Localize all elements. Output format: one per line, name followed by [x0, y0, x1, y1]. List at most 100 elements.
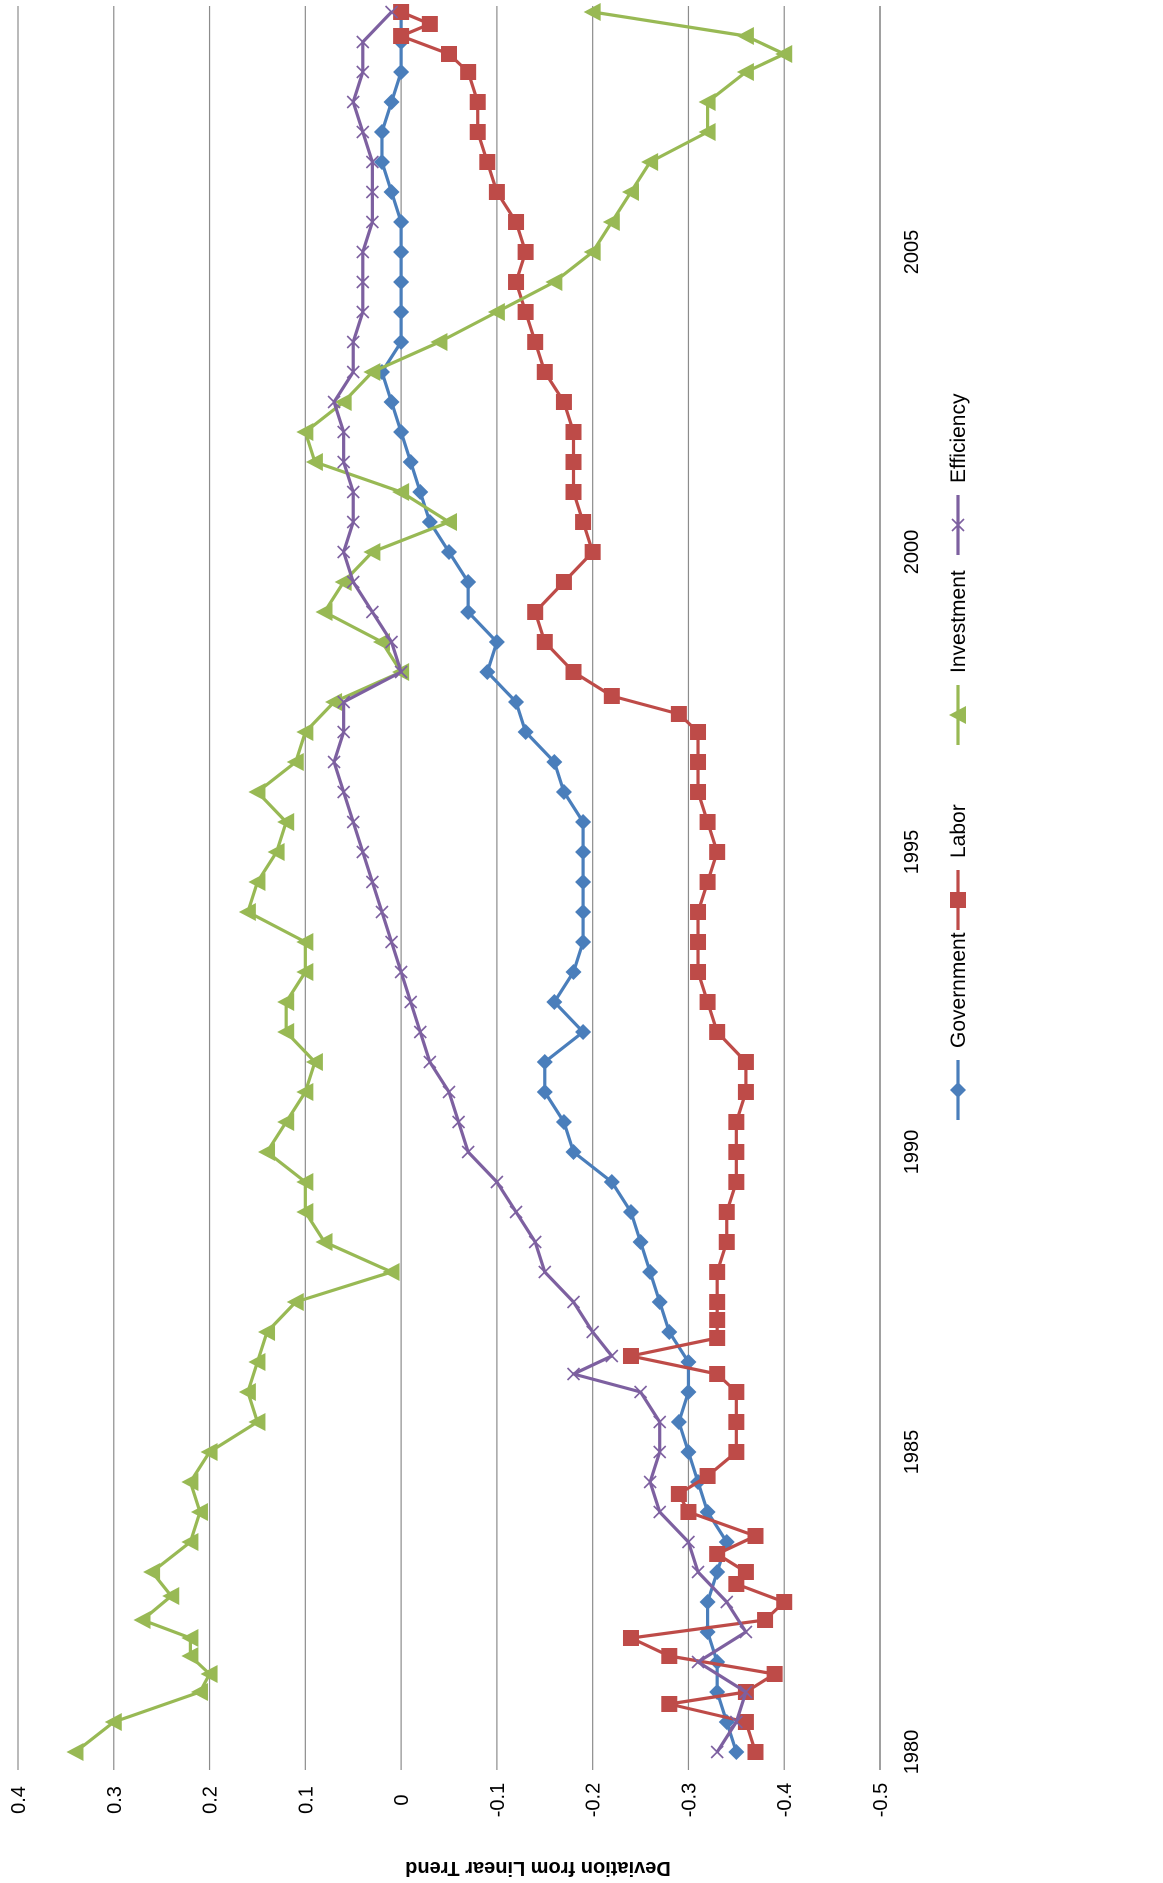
data-point-stroke: [346, 365, 360, 379]
data-point: [200, 1665, 218, 1683]
data-point: [267, 843, 285, 861]
data-point: [337, 455, 351, 469]
y-tick-label: -0.4: [774, 1783, 796, 1817]
data-point: [951, 518, 965, 532]
data-point: [337, 725, 351, 739]
data-point-stroke: [566, 1295, 581, 1309]
data-point-stroke: [653, 1445, 667, 1459]
data-point: [680, 1504, 697, 1520]
data-point: [337, 545, 351, 559]
data-point: [555, 394, 572, 410]
legend: Government Labor Investment Efficiency: [947, 393, 970, 1120]
data-point: [296, 1203, 314, 1221]
data-point: [200, 1443, 218, 1461]
data-point: [356, 305, 370, 319]
data-point: [621, 183, 639, 201]
legend-label: Labor: [947, 804, 970, 858]
data-point: [277, 1113, 295, 1131]
data-point: [277, 813, 295, 831]
data-point: [277, 993, 295, 1011]
data-point: [334, 573, 352, 591]
data-point: [555, 1114, 572, 1130]
data-point-stroke: [356, 65, 370, 79]
data-point: [104, 1713, 122, 1731]
data-point: [737, 1714, 754, 1730]
data-point-stroke: [643, 1475, 657, 1489]
data-point: [536, 1054, 553, 1070]
data-point-stroke: [337, 785, 351, 799]
data-point: [238, 903, 256, 921]
data-point: [566, 1295, 581, 1309]
data-point: [509, 1205, 523, 1219]
data-point: [728, 1414, 745, 1430]
data-point: [356, 245, 370, 259]
y-tick-label: -0.3: [678, 1783, 700, 1817]
data-point: [575, 844, 592, 860]
data-point: [527, 604, 544, 620]
data-point: [383, 94, 400, 110]
data-point: [709, 1330, 726, 1346]
legend-label: Investment: [947, 570, 970, 673]
data-point-stroke: [346, 335, 360, 349]
data-point: [709, 1312, 726, 1328]
data-point-stroke: [356, 305, 370, 319]
data-point: [373, 124, 390, 140]
data-point: [583, 243, 601, 261]
data-point: [737, 1564, 754, 1580]
data-point: [296, 933, 314, 951]
data-point: [277, 1023, 295, 1041]
data-point: [372, 633, 390, 651]
data-point: [441, 544, 457, 560]
data-point: [575, 934, 592, 950]
data-point: [143, 1563, 161, 1581]
data-point: [430, 333, 448, 351]
data-point: [527, 334, 544, 350]
data-point: [603, 688, 620, 704]
data-point: [517, 724, 534, 740]
data-point: [690, 724, 707, 740]
y-tick-label: -0.2: [583, 1783, 605, 1817]
data-point: [334, 393, 352, 411]
data-point: [728, 1444, 745, 1460]
legend-entry: Labor: [947, 804, 970, 930]
data-point: [402, 454, 419, 470]
data-point: [305, 453, 323, 471]
data-point: [365, 215, 379, 229]
data-point: [258, 1143, 276, 1161]
y-tick-label: 0.3: [104, 1786, 126, 1814]
data-point: [305, 1053, 323, 1071]
data-point-stroke: [691, 1565, 705, 1579]
data-point: [190, 1503, 208, 1521]
data-point: [698, 123, 716, 141]
data-point: [393, 214, 410, 230]
legend-entry: Investment: [947, 570, 970, 745]
data-point: [133, 1611, 151, 1629]
data-point: [517, 244, 534, 260]
data-point: [565, 1144, 582, 1160]
y-tick-label: -0.1: [487, 1783, 509, 1817]
data-point-stroke: [337, 725, 351, 739]
data-point: [699, 1594, 716, 1610]
data-point: [346, 575, 360, 589]
data-point: [661, 1324, 678, 1340]
data-point: [691, 1655, 705, 1669]
data-point: [315, 603, 333, 621]
data-point-stroke: [384, 935, 399, 949]
x-tick-label: 2000: [901, 530, 923, 575]
x-tick-label: 1990: [901, 1130, 923, 1175]
data-point-stroke: [605, 1349, 619, 1363]
data-point-stroke: [337, 455, 351, 469]
y-axis-label: Deviation from Linear Trend: [405, 1857, 671, 1879]
data-point: [536, 364, 553, 380]
data-point-stroke: [327, 755, 341, 769]
data-point-stroke: [452, 1115, 466, 1129]
data-point: [709, 1024, 726, 1040]
data-point: [384, 935, 399, 949]
data-point: [720, 1595, 734, 1609]
data-point-stroke: [951, 518, 965, 532]
data-point: [286, 753, 304, 771]
data-point: [488, 184, 505, 200]
data-point: [375, 905, 389, 919]
data-point-stroke: [509, 1205, 523, 1219]
y-tick-label: 0.1: [295, 1786, 317, 1814]
